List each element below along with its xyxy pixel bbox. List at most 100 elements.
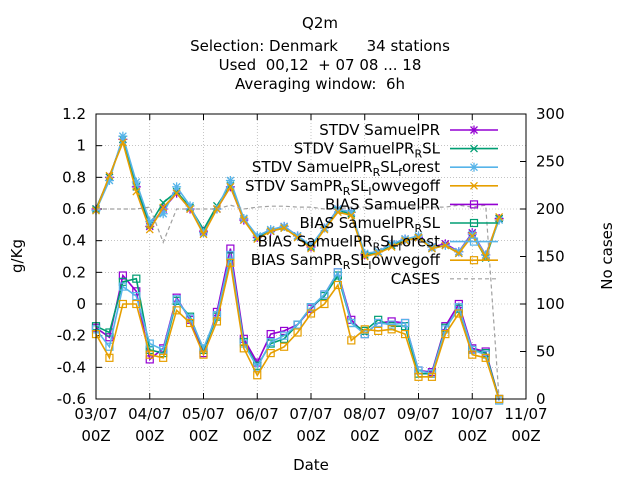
legend-text: BIAS SamPR <box>251 251 343 269</box>
legend-subscript: f <box>398 166 403 179</box>
data-point <box>481 353 490 362</box>
data-point <box>212 205 221 213</box>
data-point <box>469 125 479 135</box>
data-point <box>266 348 275 358</box>
x-tick-label-hour: 00Z <box>404 427 433 445</box>
legend-item: BIAS SamuelPRRSL <box>299 214 498 235</box>
legend-subscript: R <box>343 259 351 272</box>
legend-text: owvegoff <box>371 251 440 269</box>
legend-text: owvegoff <box>371 177 440 195</box>
legend-text: STDV SamuelPR <box>319 121 440 139</box>
y-tick-label: -0.2 <box>57 327 86 345</box>
data-point <box>185 318 195 328</box>
x-tick-label-date: 03/07 <box>74 405 117 423</box>
legend-label: STDV SamuelPRRSL <box>294 140 441 161</box>
data-point <box>374 326 383 336</box>
x-tick-label-date: 08/07 <box>343 405 386 423</box>
y-tick-label: 1 <box>76 137 86 155</box>
legend-text: CASES <box>391 270 440 288</box>
data-point <box>199 350 208 359</box>
data-point <box>347 336 356 345</box>
data-point <box>360 325 369 334</box>
data-point <box>470 181 478 190</box>
data-point <box>441 329 450 339</box>
x-tick-label-hour: 00Z <box>458 427 487 445</box>
legend-subscript: R <box>373 166 381 179</box>
series-line <box>95 262 500 400</box>
y-tick-label: -0.4 <box>57 358 86 376</box>
data-point <box>469 200 479 209</box>
legend-text: BIAS SamuelPR <box>258 233 373 251</box>
series-bias-samuelpr-rsl-forest <box>91 250 504 405</box>
data-point <box>414 366 423 375</box>
data-point <box>145 355 154 364</box>
data-point <box>226 250 235 260</box>
data-point <box>132 291 141 301</box>
data-point <box>469 218 479 228</box>
data-point <box>118 131 128 141</box>
plot-border <box>95 113 527 400</box>
legend-subscript: R <box>414 148 422 161</box>
legend-text: SL <box>422 140 441 158</box>
data-point <box>280 342 289 351</box>
data-point <box>280 331 289 340</box>
data-point <box>454 249 463 258</box>
data-point <box>469 256 479 265</box>
data-point <box>387 320 396 329</box>
legend-subscript: f <box>398 241 403 254</box>
y-tick-label: 0.4 <box>62 232 86 250</box>
data-point <box>347 211 356 220</box>
x-tick-label-date: 04/07 <box>128 405 171 423</box>
legend-subscript: l <box>368 259 371 272</box>
y2-tick-label: 50 <box>536 343 555 361</box>
chart-subtitle-selection: Selection: Denmark 34 stations <box>190 37 450 55</box>
data-point <box>333 268 342 277</box>
data-point <box>172 182 182 192</box>
y2-tick-label: 250 <box>536 153 565 171</box>
data-point <box>306 309 316 318</box>
data-point <box>400 329 410 339</box>
data-point <box>226 258 235 267</box>
data-point <box>118 299 127 309</box>
y-tick-label: 0.6 <box>62 200 86 218</box>
legend-label: BIAS SamPRRSLlowvegoff <box>251 251 441 272</box>
legend-text: BIAS SamuelPR <box>325 195 440 213</box>
legend-subscript: R <box>414 222 422 235</box>
legend-item: STDV SamuelPRRSL <box>294 140 498 161</box>
data-point <box>360 329 369 339</box>
y2-tick-label: 300 <box>536 105 565 123</box>
data-point <box>280 224 289 232</box>
legend-text: SL <box>422 214 441 232</box>
data-point <box>333 280 342 290</box>
chart-subtitle-window: Averaging window: 6h <box>234 75 406 93</box>
legend-text: SL <box>350 251 369 269</box>
x-axis-label: Date <box>293 456 329 474</box>
data-point <box>454 303 463 312</box>
data-point <box>225 176 235 185</box>
legend-label: BIAS SamuelPRRSL <box>299 214 440 235</box>
data-point <box>105 171 114 180</box>
chart-title: Q2m <box>302 14 338 32</box>
data-point <box>266 329 275 339</box>
data-point <box>105 353 114 362</box>
legend-item: STDV SamuelPR <box>319 121 498 139</box>
data-point <box>469 237 479 246</box>
y2-tick-label: 0 <box>536 390 546 408</box>
legend-text: orest <box>402 158 440 176</box>
x-tick-label-date: 06/07 <box>236 405 279 423</box>
data-point <box>185 314 195 323</box>
data-point <box>159 353 168 362</box>
series-bias-sampr-rsl-lowvegoff <box>91 258 504 404</box>
data-point <box>387 243 396 251</box>
data-point <box>145 350 154 359</box>
legend-text: SL <box>350 177 369 195</box>
data-point <box>360 252 369 261</box>
data-point <box>374 249 383 258</box>
data-point <box>414 372 423 381</box>
data-point <box>427 244 436 253</box>
data-point <box>454 309 463 318</box>
data-point <box>320 299 329 309</box>
data-point <box>132 187 141 196</box>
data-point <box>172 189 181 198</box>
